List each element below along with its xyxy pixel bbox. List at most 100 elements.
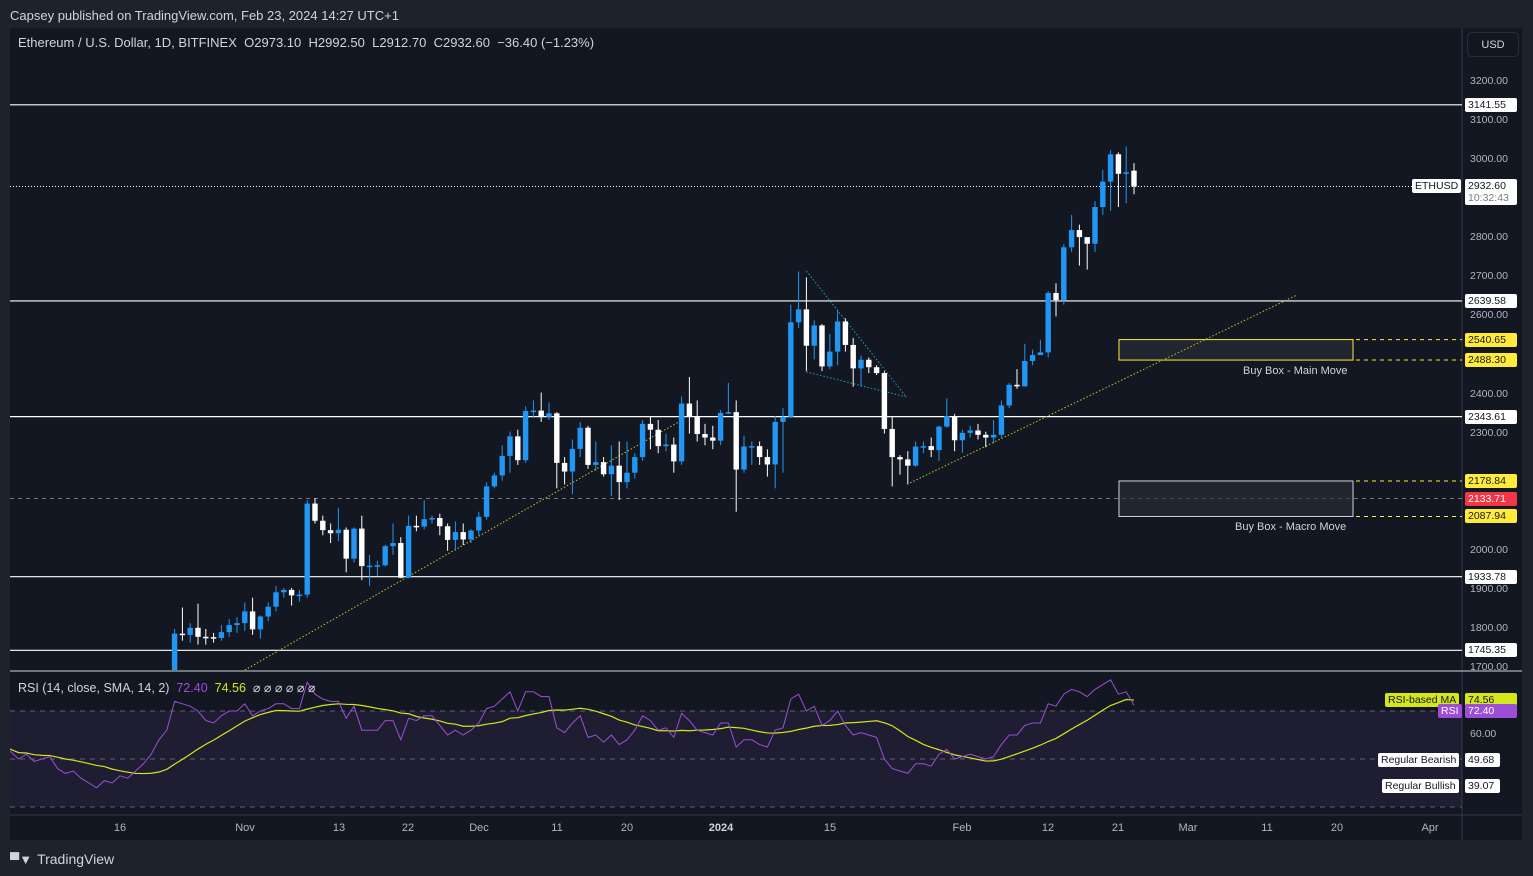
candle xyxy=(702,423,708,446)
candle-body xyxy=(1100,181,1106,208)
candle xyxy=(756,441,763,465)
candle-body xyxy=(655,429,661,447)
candle-body xyxy=(593,462,599,465)
rsi-label: RSI xyxy=(1438,704,1462,719)
candle-body xyxy=(998,405,1005,435)
candle xyxy=(522,406,529,463)
candle xyxy=(499,445,505,481)
candle-body xyxy=(1037,352,1044,356)
candle xyxy=(873,365,880,376)
candle xyxy=(351,527,357,563)
candle-body xyxy=(803,309,810,346)
candle xyxy=(1092,201,1098,252)
candle xyxy=(273,586,279,612)
rsi-ma-value: 74.56 xyxy=(214,681,246,695)
publisher-info: Capsey published on TradingView.com, Feb… xyxy=(10,8,399,23)
candle-body xyxy=(1053,292,1059,301)
candle-body xyxy=(889,428,895,458)
candle-body xyxy=(452,532,459,540)
candle xyxy=(897,455,903,475)
candle-body xyxy=(429,518,435,520)
rsi-pane xyxy=(10,679,1462,808)
rsi-legend[interactable]: RSI (14, close, SMA, 14, 2) 72.40 74.56 … xyxy=(18,680,315,695)
candle-body xyxy=(928,446,934,451)
buy-box-label: Buy Box - Macro Move xyxy=(1235,521,1347,533)
candle-body xyxy=(304,503,310,595)
time-axis-label: Dec xyxy=(469,822,489,834)
tradingview-logo-icon: ▀▼ xyxy=(10,851,33,867)
candle xyxy=(1061,244,1067,305)
candle xyxy=(382,544,388,567)
candle xyxy=(476,511,482,536)
candle xyxy=(390,523,396,555)
rsi-line xyxy=(10,679,1135,789)
candle xyxy=(413,515,420,532)
candle xyxy=(538,392,544,422)
rsi-value: 72.40 xyxy=(176,681,208,695)
candle-body xyxy=(405,525,412,578)
candle xyxy=(1100,169,1106,215)
candle xyxy=(530,400,537,419)
candle-body xyxy=(710,437,716,441)
candle xyxy=(359,515,365,581)
ohlc-open: O2973.10 xyxy=(244,35,302,50)
ohlc-close: C2932.60 xyxy=(433,35,490,50)
candle xyxy=(1006,382,1012,409)
tradingview-logo[interactable]: ▀▼ TradingView xyxy=(10,851,114,867)
price-axis-label: 2800.00 xyxy=(1470,231,1508,244)
candle xyxy=(437,513,443,536)
candle-body xyxy=(195,627,201,637)
candle xyxy=(749,441,755,465)
candle-body xyxy=(975,430,981,435)
candle-body xyxy=(335,529,342,534)
candle-body xyxy=(296,594,303,597)
candle-body xyxy=(881,373,888,429)
candle xyxy=(632,453,638,479)
candle xyxy=(780,408,786,473)
candle-body xyxy=(171,633,178,670)
candle xyxy=(483,482,490,520)
candle-body xyxy=(515,436,521,461)
candle-body xyxy=(1092,207,1098,244)
candle-body xyxy=(834,321,841,352)
candle-body xyxy=(421,519,427,527)
candle xyxy=(975,423,981,440)
candle-body xyxy=(873,367,880,374)
time-axis-label: 15 xyxy=(823,822,837,834)
candle xyxy=(398,537,404,579)
candle xyxy=(577,421,583,458)
time-axis-label: 20 xyxy=(1330,822,1344,834)
candle xyxy=(312,498,318,524)
candle xyxy=(624,441,630,489)
candle-body xyxy=(226,625,232,633)
price-axis-label: 1800.00 xyxy=(1470,621,1508,634)
time-axis-label: 16 xyxy=(113,822,127,834)
candle-body xyxy=(234,623,240,626)
level-price-tag: 1933.78 xyxy=(1465,569,1517,584)
candle xyxy=(1084,237,1090,270)
candle-body xyxy=(460,532,466,540)
candle xyxy=(1029,349,1036,366)
candle xyxy=(1107,150,1114,211)
candle-body xyxy=(647,423,654,430)
candle-body xyxy=(686,403,693,417)
candle xyxy=(928,437,934,458)
candle xyxy=(983,431,989,448)
red-level-price-tag: 2133.71 xyxy=(1465,491,1517,506)
time-axis-label: 20 xyxy=(620,822,634,834)
candle-body xyxy=(491,475,498,487)
candle-body xyxy=(717,412,724,441)
candle xyxy=(842,318,849,352)
time-axis-label: Nov xyxy=(235,822,255,834)
candle-body xyxy=(983,434,989,438)
candle-body xyxy=(507,436,513,456)
buy-box-price-tag: 2540.65 xyxy=(1465,332,1517,347)
candle xyxy=(1076,224,1083,266)
candle xyxy=(203,628,209,645)
symbol-price-tag: ETHUSD xyxy=(1412,179,1462,194)
currency-button[interactable]: USD xyxy=(1467,32,1519,57)
candle xyxy=(335,507,342,542)
buy-box-price-tag: 2087.94 xyxy=(1465,509,1517,524)
candle xyxy=(858,355,864,387)
